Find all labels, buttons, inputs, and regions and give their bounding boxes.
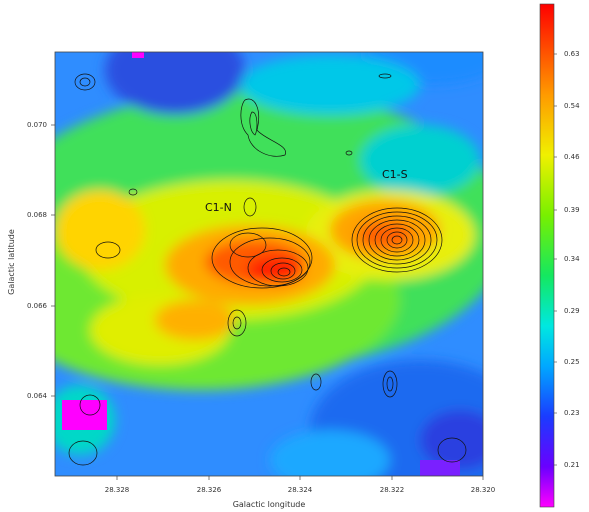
y-tick-label: 0.068 <box>27 211 47 219</box>
x-axis-label: Galactic longitude <box>233 500 306 509</box>
colorbar-tick-label: 0.54 <box>564 102 580 110</box>
annotation-c1-n: C1-N <box>205 201 232 214</box>
x-tick-label: 28.320 <box>471 486 496 494</box>
colorbar-tick-label: 0.25 <box>564 358 580 366</box>
colorbar-tick-label: 0.21 <box>564 461 580 469</box>
map-frame <box>54 51 484 477</box>
x-tick-label: 28.328 <box>105 486 130 494</box>
y-tick-label: 0.070 <box>27 121 47 129</box>
y-axis: 0.070 0.068 0.066 0.064 Galactic latitud… <box>7 121 55 400</box>
colorbar-tick-label: 0.46 <box>564 153 580 161</box>
annotation-c1-s: C1-S <box>382 168 408 181</box>
colorbar-tick-label: 0.23 <box>564 409 580 417</box>
x-tick-label: 28.324 <box>288 486 313 494</box>
y-tick-label: 0.066 <box>27 302 48 310</box>
contours <box>68 73 467 466</box>
colorbar-tick-label: 0.39 <box>564 206 580 214</box>
intensity-map <box>55 52 483 476</box>
x-axis: 28.328 28.326 28.324 28.322 28.320 Galac… <box>105 476 496 509</box>
y-axis-label: Galactic latitude <box>7 229 16 295</box>
colorbar: 0.63 0.54 0.46 0.39 0.34 0.29 0.25 0.23 … <box>539 3 580 508</box>
colorbar-tick-label: 0.34 <box>564 255 580 263</box>
colorbar-tick-label: 0.63 <box>564 50 580 58</box>
x-tick-label: 28.326 <box>197 486 222 494</box>
colorbar-tick-label: 0.29 <box>564 307 580 315</box>
y-tick-label: 0.064 <box>27 392 48 400</box>
x-tick-label: 28.322 <box>380 486 405 494</box>
